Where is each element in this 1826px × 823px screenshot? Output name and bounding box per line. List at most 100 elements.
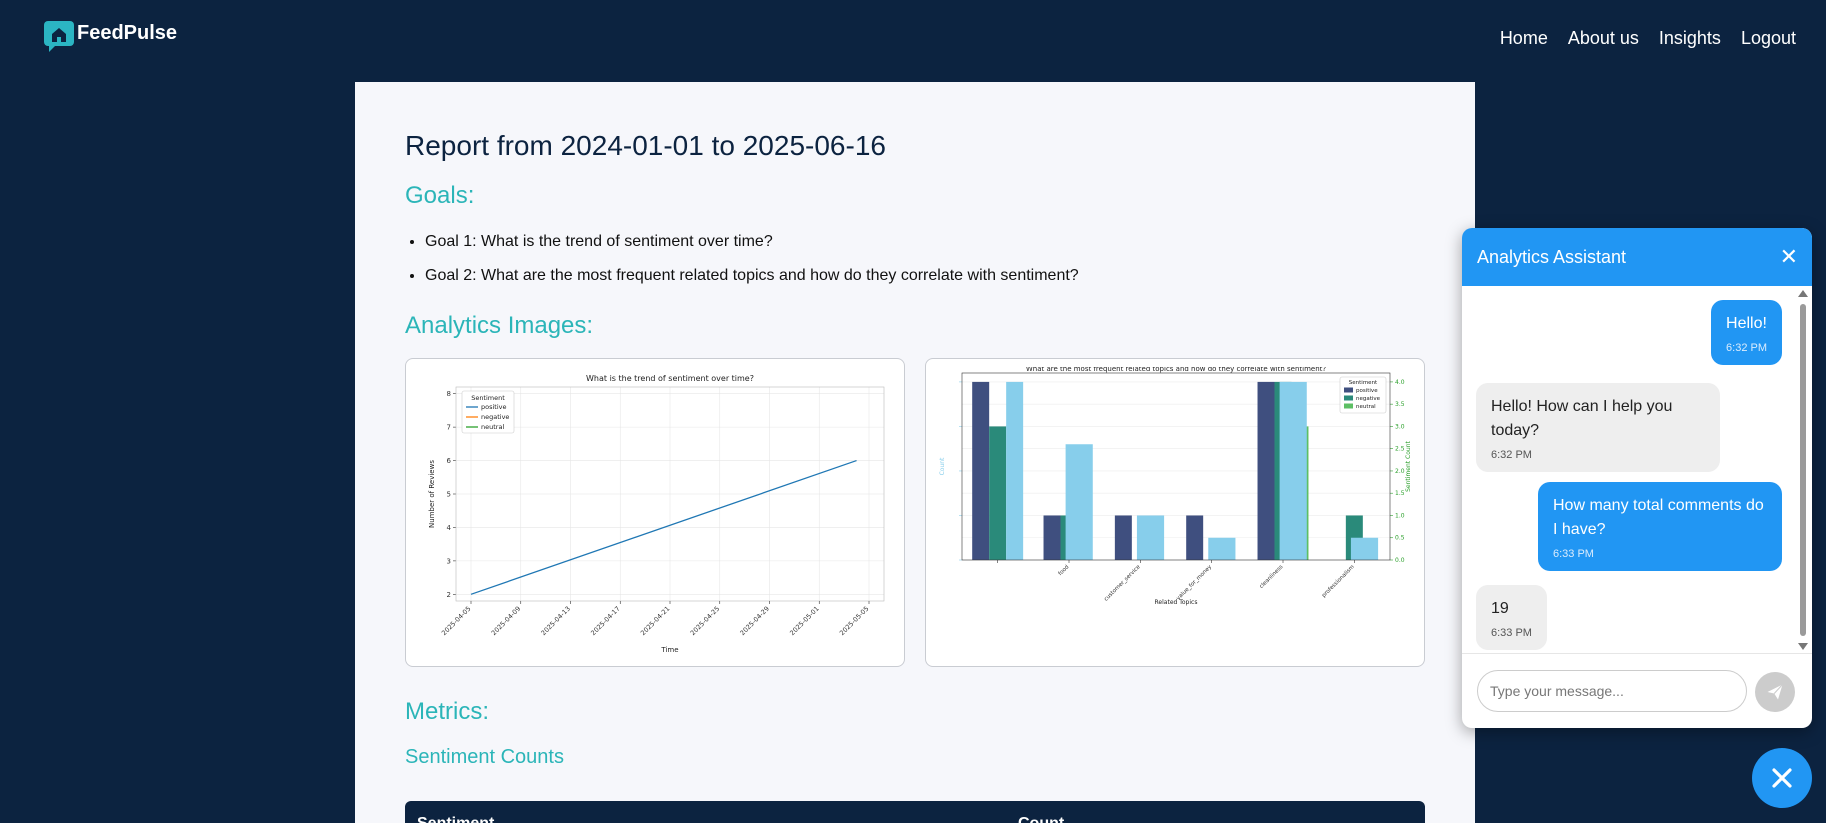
scroll-down-arrow-icon[interactable] — [1798, 643, 1808, 650]
bar-count — [1065, 444, 1093, 560]
legend-label-negative: negative — [481, 413, 509, 421]
nav-logout-link[interactable]: Logout — [1740, 28, 1796, 48]
goal-item: Goal 2: What are the most frequent relat… — [425, 259, 1079, 293]
legend-box — [461, 390, 515, 434]
legend-swatch-negative — [1344, 395, 1353, 401]
y2-tick-label: 1.0 — [1395, 512, 1405, 519]
goals-heading: Goals: — [405, 182, 475, 209]
legend-title: Sentiment — [1349, 380, 1378, 386]
chat-messages[interactable]: Hello! 6:32 PM Hello! How can I help you… — [1462, 286, 1812, 654]
x-axis-label: Related Topics — [1155, 599, 1198, 606]
y-tick-label: 4 — [447, 524, 452, 532]
message-text: Hello! — [1726, 315, 1767, 332]
sentiment-table-header: Sentiment Count — [405, 801, 1425, 823]
legend-label-neutral: neutral — [481, 423, 504, 431]
y2-tick-label: 2.5 — [1395, 446, 1405, 453]
bar-count — [1006, 381, 1024, 560]
nav-home-link[interactable]: Home — [1499, 28, 1548, 48]
bar-negative — [989, 426, 1007, 560]
bar-count — [1136, 515, 1165, 560]
send-button[interactable] — [1755, 672, 1795, 712]
brand-name: FeedPulse — [77, 21, 178, 44]
y-tick-label: 2 — [447, 591, 451, 599]
nav-links: Home About us Insights Logout — [1500, 28, 1796, 49]
y-tick-label: 8 — [447, 390, 451, 398]
legend-title: Sentiment — [471, 394, 505, 402]
user-message: Hello! 6:32 PM — [1711, 300, 1782, 365]
report-content: Report from 2024-01-01 to 2025-06-16 Goa… — [355, 82, 1475, 823]
column-header-count: Count — [1018, 815, 1064, 823]
chart-title: What is the trend of sentiment over time… — [586, 374, 754, 383]
message-text: How many total comments do I have? — [1553, 497, 1764, 538]
x-axis-label: Time — [660, 646, 678, 654]
column-header-sentiment: Sentiment — [417, 815, 494, 823]
message-time: 6:33 PM — [1553, 548, 1594, 560]
topics-sentiment-chart-card[interactable]: What are the most frequent related topic… — [925, 358, 1425, 667]
series-line-positive — [470, 459, 857, 595]
legend-label-neutral: neutral — [1356, 404, 1376, 410]
plot-frame — [961, 372, 1391, 561]
message-text: Hello! How can I help you today? — [1491, 398, 1673, 439]
y-axis-label: Count — [939, 457, 946, 475]
y2-tick-label: 2.0 — [1395, 468, 1405, 475]
goal-item: Goal 1: What is the trend of sentiment o… — [425, 225, 1079, 259]
close-icon[interactable]: ✕ — [1779, 244, 1798, 269]
legend-label-negative: negative — [1356, 396, 1381, 402]
user-message: How many total comments do I have? 6:33 … — [1538, 482, 1782, 571]
sentiment-trend-chart: What is the trend of sentiment over time… — [416, 369, 894, 656]
bar-positive — [1043, 515, 1061, 560]
sentiment-counts-heading: Sentiment Counts — [405, 746, 564, 768]
y2-tick-label: 0.0 — [1395, 557, 1405, 564]
chat-header: Analytics Assistant ✕ — [1462, 228, 1812, 286]
chat-footer — [1462, 654, 1812, 728]
chat-scrollbar[interactable] — [1798, 290, 1808, 650]
bar-positive — [972, 381, 990, 560]
report-title: Report from 2024-01-01 to 2025-06-16 — [405, 130, 886, 161]
chat-title: Analytics Assistant — [1477, 246, 1627, 267]
bar-count — [1279, 381, 1307, 560]
y2-axis-label: Sentiment Count — [1405, 440, 1412, 491]
y-tick-label: 6 — [447, 457, 452, 465]
bot-message: 19 6:33 PM — [1476, 585, 1547, 650]
chart-title: What are the most frequent related topic… — [1026, 367, 1327, 373]
analytics-images-heading: Analytics Images: — [405, 312, 594, 339]
sentiment-trend-chart-card[interactable]: What is the trend of sentiment over time… — [405, 358, 905, 667]
y2-tick-label: 3.5 — [1395, 401, 1405, 408]
bar-positive — [1114, 515, 1132, 560]
nav-about-link[interactable]: About us — [1567, 28, 1639, 48]
metrics-heading: Metrics: — [405, 698, 489, 725]
navbar: FeedPulse Home About us Insights Logout — [0, 0, 1826, 80]
bar-positive — [1257, 381, 1275, 560]
bot-message: Hello! How can I help you today? 6:32 PM — [1476, 383, 1720, 472]
y2-tick-label: 3.0 — [1395, 423, 1405, 430]
chat-toggle-button[interactable] — [1752, 748, 1812, 808]
scroll-thumb[interactable] — [1800, 304, 1806, 636]
y2-tick-label: 0.5 — [1395, 535, 1405, 542]
y-tick-label: 7 — [447, 424, 451, 432]
scroll-up-arrow-icon[interactable] — [1798, 290, 1808, 297]
chat-bubble-house-icon — [44, 21, 74, 52]
y-axis-label: Number of Reviews — [428, 460, 436, 528]
chat-message-input[interactable] — [1477, 670, 1747, 712]
legend-label-positive: positive — [1356, 388, 1378, 394]
bar-positive — [1186, 515, 1204, 560]
send-icon — [1767, 684, 1783, 700]
brand-logo[interactable]: FeedPulse — [43, 20, 177, 52]
y2-tick-label: 1.5 — [1395, 490, 1405, 497]
topics-sentiment-chart: What are the most frequent related topic… — [936, 367, 1414, 607]
bar-count — [1350, 537, 1379, 560]
legend-swatch-positive — [1344, 387, 1353, 393]
analytics-assistant-panel: Analytics Assistant ✕ Hello! 6:32 PM Hel… — [1462, 228, 1812, 728]
message-time: 6:32 PM — [1491, 449, 1532, 461]
close-icon — [1772, 768, 1792, 788]
goals-list: Goal 1: What is the trend of sentiment o… — [425, 225, 1079, 293]
bar-count — [1208, 537, 1236, 560]
y-tick-label: 5 — [447, 491, 451, 499]
y-tick-label: 3 — [447, 557, 451, 565]
message-time: 6:33 PM — [1491, 627, 1532, 639]
legend-label-positive: positive — [481, 403, 507, 411]
message-time: 6:32 PM — [1726, 342, 1767, 354]
y2-tick-label: 4.0 — [1395, 379, 1405, 386]
nav-insights-link[interactable]: Insights — [1658, 28, 1721, 48]
message-text: 19 — [1491, 600, 1509, 617]
